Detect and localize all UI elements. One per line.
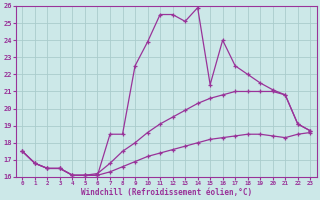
X-axis label: Windchill (Refroidissement éolien,°C): Windchill (Refroidissement éolien,°C) [81,188,252,197]
